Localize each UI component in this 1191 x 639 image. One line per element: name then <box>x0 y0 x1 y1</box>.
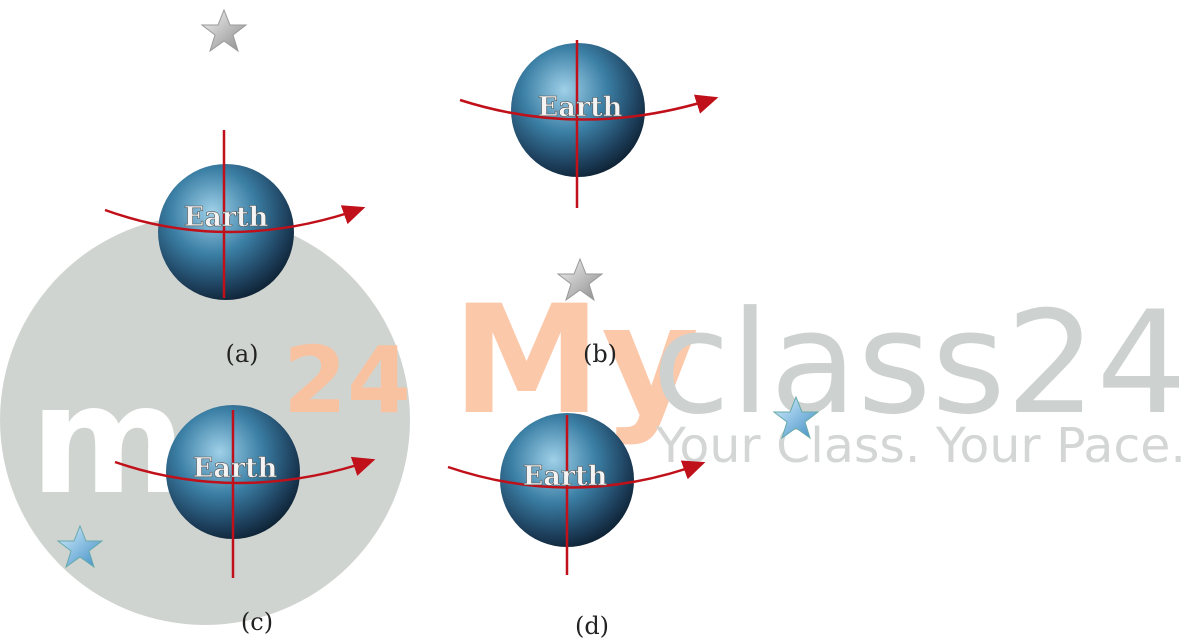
orbit-arrow <box>114 456 376 485</box>
panel-label: (d) <box>575 612 609 639</box>
panel-a: Earth (a) <box>104 130 366 368</box>
panel-label: (b) <box>583 340 617 368</box>
panel-label: (a) <box>225 340 258 368</box>
watermark-logo-number: 24 <box>283 327 411 434</box>
panel-c: Earth (c) <box>114 405 376 636</box>
panel-b: Earth (b) <box>459 40 719 368</box>
earth-label: Earth <box>523 461 608 492</box>
watermark-tagline: Your Class. Your Pace. <box>655 418 1186 474</box>
orbit-arrow <box>104 205 366 234</box>
earth-label: Earth <box>538 92 623 123</box>
panel-label: (c) <box>241 608 273 636</box>
earth-label: Earth <box>193 453 278 484</box>
star <box>201 9 247 52</box>
watermark-brand-rest: class24 <box>652 281 1187 446</box>
panel-d: Earth (d) <box>447 413 706 639</box>
orbit-arrow <box>447 460 706 489</box>
earth-label: Earth <box>184 202 269 233</box>
orbit-arrow <box>459 94 719 121</box>
